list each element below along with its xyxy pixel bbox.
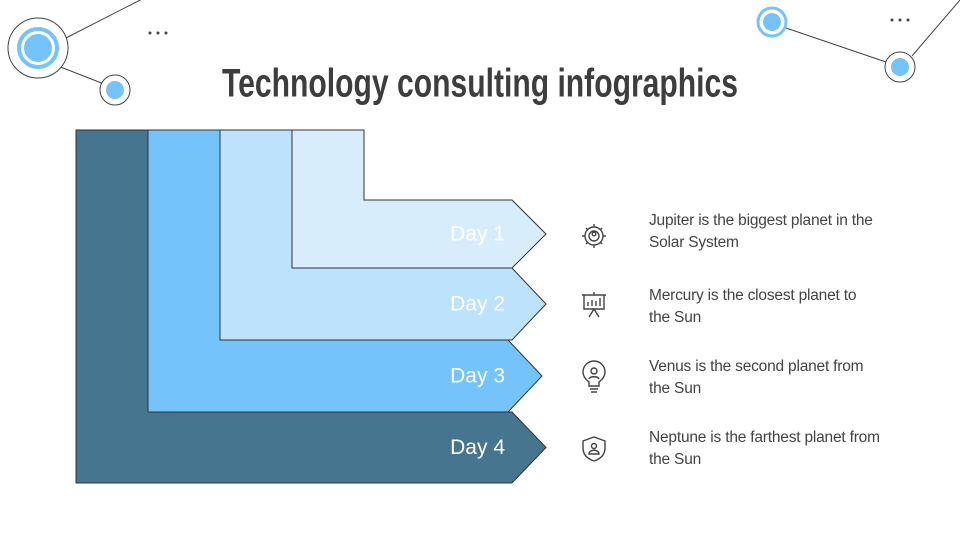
step-label: Day 1 <box>450 223 505 246</box>
gear-icon <box>582 224 606 248</box>
step-label: Day 3 <box>450 365 505 388</box>
decoration <box>7 0 960 106</box>
icons <box>582 224 606 462</box>
presentation-icon <box>582 292 606 318</box>
step-label: Day 4 <box>450 436 505 459</box>
step-description: Neptune is the farthest planet from the … <box>649 429 880 468</box>
bulb-icon <box>582 360 606 393</box>
step-description: Venus is the second planet from the Sun <box>649 358 864 397</box>
step-shape <box>291 129 547 269</box>
step-label: Day 2 <box>450 293 505 316</box>
step-description: Jupiter is the biggest planet in the Sol… <box>649 212 873 251</box>
steps: Day 1 Day 2 Day 3 Day 4 <box>75 129 547 484</box>
title: Technology consulting infographics <box>222 62 738 106</box>
step-description: Mercury is the closest planet to the Sun <box>649 287 857 326</box>
shield-icon <box>582 436 606 462</box>
